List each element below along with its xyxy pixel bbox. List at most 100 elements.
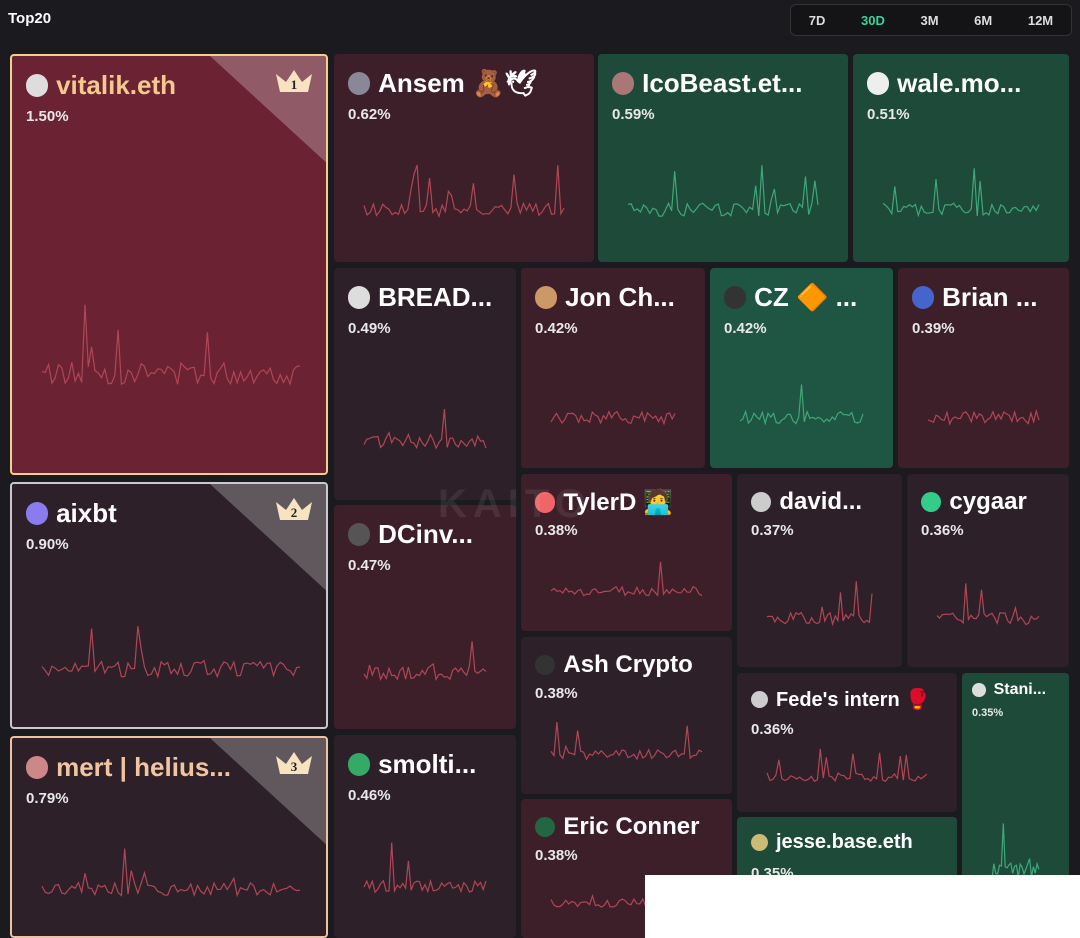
sparkline bbox=[766, 748, 928, 783]
tile[interactable]: Ansem 🧸🕊 0.62% bbox=[334, 54, 594, 262]
share: 0.42% bbox=[535, 320, 578, 337]
share: 0.39% bbox=[912, 320, 955, 337]
share: 0.46% bbox=[348, 787, 391, 804]
avatar bbox=[348, 523, 371, 546]
sparkline bbox=[550, 410, 676, 426]
tile-name: CZ 🔶 ... bbox=[724, 282, 857, 313]
sparkline: 2 bbox=[41, 484, 326, 679]
tile[interactable]: DCinv... 0.47% bbox=[334, 505, 516, 729]
sparkline bbox=[550, 561, 703, 597]
crown-rank: 2 bbox=[291, 505, 298, 520]
share: 0.38% bbox=[535, 847, 578, 864]
tile[interactable]: Jon Ch... 0.42% bbox=[521, 268, 705, 468]
avatar bbox=[612, 72, 635, 95]
name-text: wale.mo... bbox=[897, 68, 1022, 98]
corner bbox=[210, 738, 326, 845]
sparkline bbox=[363, 164, 565, 219]
avatar bbox=[867, 72, 890, 95]
crown bbox=[276, 752, 312, 774]
sparkline bbox=[363, 641, 487, 682]
tile[interactable]: IcoBeast.et... 0.59% bbox=[598, 54, 848, 262]
sparkline-path bbox=[550, 410, 676, 426]
tile[interactable]: mert | helius... 0.79% 3 bbox=[10, 736, 328, 938]
tile-name: cygaar bbox=[921, 488, 1027, 516]
name-text: IcoBeast.et... bbox=[642, 68, 803, 98]
name-text: TylerD 🧑‍💻 bbox=[563, 489, 673, 516]
tab[interactable]: 12M bbox=[1027, 12, 1054, 28]
share: 0.49% bbox=[348, 320, 391, 337]
sparkline bbox=[627, 165, 819, 217]
sparkline-path bbox=[991, 823, 1040, 879]
share: 0.37% bbox=[751, 522, 794, 539]
tile[interactable]: smolti... 0.46% bbox=[334, 735, 516, 938]
tile-name: DCinv... bbox=[348, 519, 473, 550]
tile[interactable]: aixbt 0.90% 2 bbox=[10, 482, 328, 729]
sparkline-path bbox=[363, 641, 487, 682]
tile[interactable]: vitalik.eth 1.50% 1 bbox=[10, 54, 328, 475]
tile[interactable]: CZ 🔶 ... 0.42% bbox=[710, 268, 893, 468]
tab[interactable]: 7D bbox=[808, 12, 826, 28]
sparkline bbox=[766, 581, 873, 627]
tab[interactable]: 30D bbox=[861, 12, 885, 28]
sparkline-path bbox=[363, 409, 487, 450]
tile-name: TylerD 🧑‍💻 bbox=[535, 488, 673, 517]
name-text: smolti... bbox=[378, 749, 477, 779]
tile[interactable]: BREAD... 0.49% bbox=[334, 268, 516, 500]
sparkline-path bbox=[766, 748, 928, 783]
tile[interactable]: wale.mo... 0.51% bbox=[853, 54, 1069, 262]
avatar bbox=[535, 286, 558, 309]
tile[interactable]: Brian ... 0.39% bbox=[898, 268, 1069, 468]
sparkline-path bbox=[627, 165, 819, 217]
sparkline bbox=[363, 409, 487, 450]
occlusion bbox=[645, 875, 1080, 938]
title: Top20 bbox=[8, 10, 52, 27]
tile[interactable]: cygaar 0.36% bbox=[907, 474, 1069, 667]
tile-name: smolti... bbox=[348, 749, 476, 780]
sparkline bbox=[882, 168, 1040, 218]
avatar bbox=[348, 72, 371, 95]
sparkline-path bbox=[739, 384, 864, 426]
name-text: Jon Ch... bbox=[565, 282, 675, 312]
name-text: mert | helius... bbox=[56, 752, 231, 782]
tile[interactable]: Fede's intern 🥊 0.36% bbox=[737, 673, 957, 812]
tile[interactable]: david... 0.37% bbox=[737, 474, 902, 667]
tile-name: Eric Conner bbox=[535, 813, 699, 841]
sparkline bbox=[991, 823, 1040, 879]
sparkline-path bbox=[41, 304, 301, 386]
sparkline-path bbox=[766, 581, 873, 627]
tab[interactable]: 3M bbox=[920, 12, 939, 28]
sparkline-path bbox=[41, 848, 301, 898]
tile-name: david... bbox=[751, 488, 862, 516]
corner bbox=[210, 56, 326, 163]
tile[interactable]: Ash Crypto 0.38% bbox=[521, 637, 732, 794]
tile-name: Stani... bbox=[972, 681, 1046, 699]
name-text: cygaar bbox=[949, 488, 1027, 515]
sparkline-path bbox=[936, 583, 1040, 626]
crown-rank: 1 bbox=[291, 77, 298, 92]
avatar bbox=[724, 286, 747, 309]
name-text: Fede's intern 🥊 bbox=[776, 689, 931, 711]
sparkline-path bbox=[882, 168, 1040, 218]
tile-name: aixbt bbox=[26, 498, 117, 529]
tile[interactable]: TylerD 🧑‍💻 0.38% bbox=[521, 474, 732, 631]
tile-name: wale.mo... bbox=[867, 68, 1021, 99]
sparkline-path bbox=[550, 561, 703, 597]
name-text: CZ 🔶 ... bbox=[754, 282, 858, 312]
tile-name: BREAD... bbox=[348, 282, 492, 313]
sparkline: 3 bbox=[41, 738, 326, 898]
crown bbox=[276, 498, 312, 520]
avatar bbox=[751, 491, 772, 513]
share: 0.42% bbox=[724, 320, 767, 337]
tile-name: Ash Crypto bbox=[535, 651, 693, 679]
share: 0.51% bbox=[867, 106, 910, 123]
name-text: DCinv... bbox=[378, 519, 473, 549]
name-text: Stani... bbox=[993, 681, 1047, 698]
tabs: 7D 30D 3M 6M 12M bbox=[790, 4, 1072, 36]
avatar bbox=[26, 74, 49, 97]
avatar bbox=[26, 502, 49, 525]
share: 0.36% bbox=[921, 522, 964, 539]
share: 0.62% bbox=[348, 106, 391, 123]
tab[interactable]: 6M bbox=[974, 12, 993, 28]
share: 0.36% bbox=[751, 721, 794, 738]
